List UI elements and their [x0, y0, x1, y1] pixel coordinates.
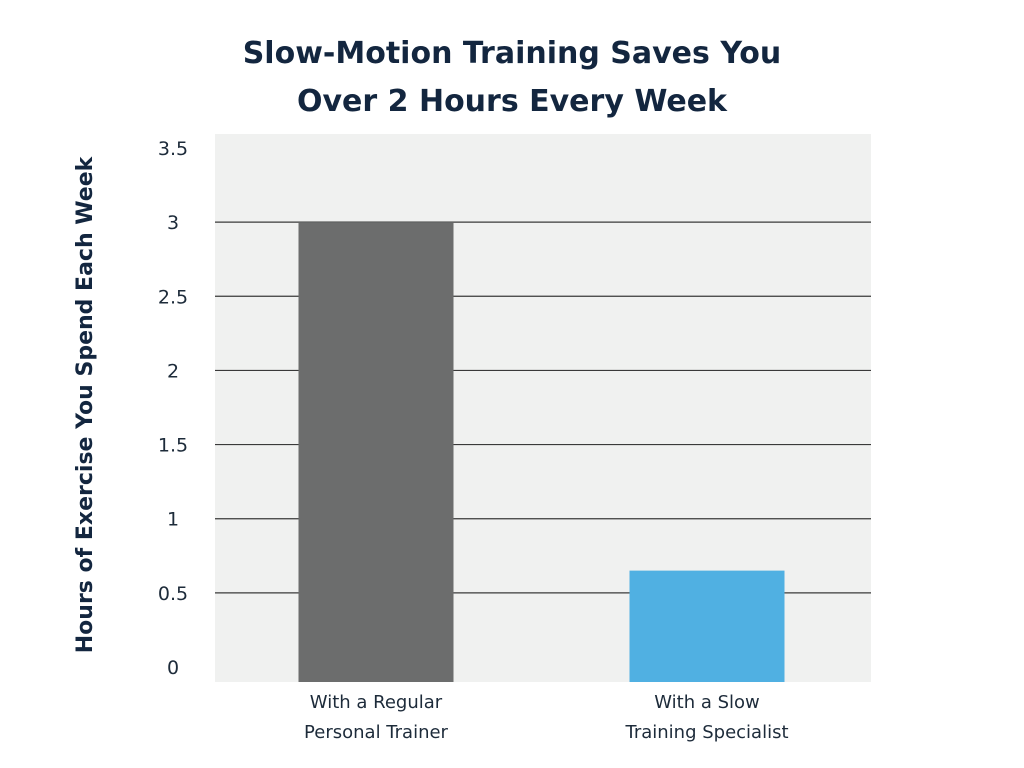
x-category-label: Personal Trainer [304, 722, 449, 743]
y-tick-label: 0 [167, 657, 179, 679]
x-axis-categories: With a Regular Personal Trainer With a Slo… [304, 692, 788, 743]
x-category-label: With a Slow [654, 692, 760, 713]
y-tick-label: 3 [167, 212, 179, 234]
y-axis-label: Hours of Exercise You Spend Each Week [73, 155, 98, 653]
x-category-label: Training Specialist [624, 722, 788, 743]
chart-title-line-1: Slow-Motion Training Saves You [243, 36, 782, 71]
bars [298, 222, 785, 682]
y-tick-label: 0.5 [158, 583, 188, 605]
y-tick-label: 2 [167, 360, 179, 382]
x-category-label: With a Regular [310, 692, 443, 713]
y-tick-label: 1 [167, 509, 179, 531]
y-axis-ticks: 0 0.5 1 1.5 2 2.5 3 3.5 [158, 138, 188, 679]
y-tick-label: 3.5 [158, 138, 188, 160]
chart-title-line-2: Over 2 Hours Every Week [297, 84, 728, 119]
y-tick-label: 2.5 [158, 286, 188, 308]
bar-2 [629, 570, 785, 682]
bar-1 [298, 222, 454, 682]
y-tick-label: 1.5 [158, 435, 188, 457]
